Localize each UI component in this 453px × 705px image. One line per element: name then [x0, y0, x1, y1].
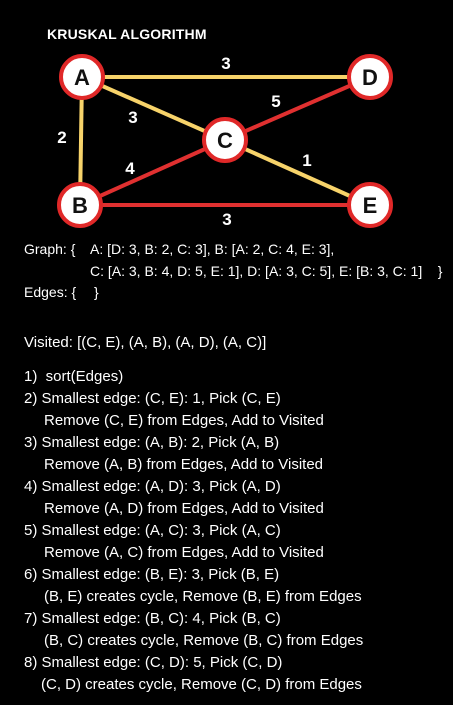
step-1: 1) sort(Edges): [24, 368, 124, 385]
edge-weight-a-c: 3: [128, 108, 137, 127]
node-d: D: [347, 54, 393, 100]
node-layer: A B C D E: [57, 54, 393, 228]
node-circle: [347, 182, 393, 228]
edge-c-e: [224, 138, 371, 207]
node-a: A: [59, 54, 105, 100]
node-c: C: [202, 117, 248, 163]
step-3: 3) Smallest edge: (A, B): 2, Pick (A, B): [24, 434, 280, 451]
graph-label: Graph: {: [24, 241, 76, 257]
graph-diagram: 3 3 2 5 4 1 3 A B C D E: [57, 54, 393, 229]
node-circle: [57, 182, 103, 228]
step-7: 7) Smallest edge: (B, C): 4, Pick (B, C): [24, 610, 281, 627]
edge-weight-c-d: 5: [271, 92, 280, 111]
step-3-detail: Remove (A, B) from Edges, Add to Visited: [44, 456, 324, 473]
step-6-detail: (B, E) creates cycle, Remove (B, E) from…: [44, 588, 362, 605]
edges-label: Edges: {: [24, 284, 77, 300]
node-circle: [202, 117, 248, 163]
node-b: B: [57, 182, 103, 228]
step-2: 2) Smallest edge: (C, E): 1, Pick (C, E): [24, 390, 281, 407]
node-label: C: [217, 128, 233, 153]
step-4: 4) Smallest edge: (A, D): 3, Pick (A, D): [24, 478, 281, 495]
visited-list: Visited: [(C, E), (A, B), (A, D), (A, C)…: [24, 334, 267, 351]
step-8-detail: (C, D) creates cycle, Remove (C, D) from…: [41, 676, 362, 693]
edge-c-d: [224, 75, 371, 142]
step-6: 6) Smallest edge: (B, E): 3, Pick (B, E): [24, 566, 280, 583]
step-5-detail: Remove (A, C) from Edges, Add to Visited: [44, 544, 324, 561]
edge-weight-b-e: 3: [222, 210, 231, 229]
edge-weight-c-e: 1: [302, 151, 311, 170]
step-2-detail: Remove (C, E) from Edges, Add to Visited: [44, 412, 324, 429]
edge-weight-a-b: 2: [57, 128, 66, 147]
node-label: B: [72, 193, 88, 218]
edge-weight-a-d: 3: [221, 54, 230, 73]
algorithm-steps: 1) sort(Edges) 2) Smallest edge: (C, E): …: [24, 366, 444, 696]
edges-close-brace: }: [94, 284, 99, 300]
step-5: 5) Smallest edge: (A, C): 3, Pick (A, C): [24, 522, 281, 539]
node-label: D: [362, 65, 378, 90]
edge-label-layer: 3 3 2 5 4 1 3: [57, 54, 311, 229]
graph-adjacency-line-1: A: [D: 3, B: 2, C: 3], B: [A: 2, C: 4, E…: [90, 241, 335, 257]
graph-adjacency-line-2: C: [A: 3, B: 4, D: 5, E: 1], D: [A: 3, C…: [90, 263, 443, 279]
step-7-detail: (B, C) creates cycle, Remove (B, C) from…: [44, 632, 364, 649]
node-label: A: [74, 65, 90, 90]
step-4-detail: Remove (A, D) from Edges, Add to Visited: [44, 500, 324, 517]
node-e: E: [347, 182, 393, 228]
node-circle: [347, 54, 393, 100]
edge-b-c: [79, 138, 226, 207]
node-circle: [59, 54, 105, 100]
edge-a-c: [81, 75, 226, 142]
node-label: E: [363, 193, 378, 218]
step-8: 8) Smallest edge: (C, D): 5, Pick (C, D): [24, 654, 283, 671]
diagram-title: KRUSKAL ALGORITHM: [47, 26, 207, 42]
edge-weight-b-c: 4: [125, 159, 135, 178]
